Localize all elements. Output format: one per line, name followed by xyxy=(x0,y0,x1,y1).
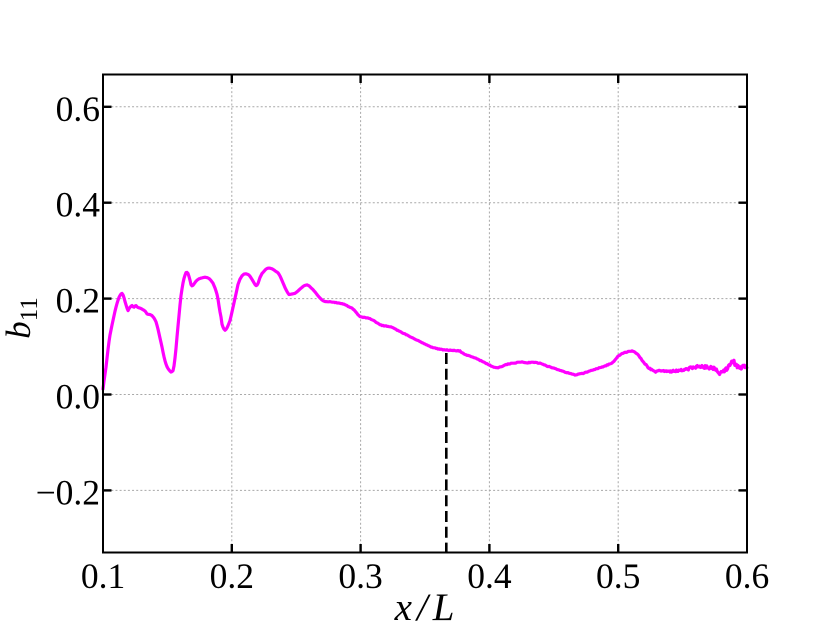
svg-text:0.3: 0.3 xyxy=(338,556,382,596)
svg-text:0.6: 0.6 xyxy=(56,89,100,129)
svg-text:0.4: 0.4 xyxy=(467,556,512,596)
svg-text:0.0: 0.0 xyxy=(56,377,100,417)
svg-text:0.4: 0.4 xyxy=(56,185,101,225)
svg-text:0.2: 0.2 xyxy=(56,281,100,321)
svg-text:0.2: 0.2 xyxy=(210,556,254,596)
svg-text:0.6: 0.6 xyxy=(725,556,769,596)
svg-text:0.1: 0.1 xyxy=(81,556,125,596)
svg-text:0.5: 0.5 xyxy=(596,556,640,596)
svg-text:x/L: x/L xyxy=(394,586,460,623)
svg-text:−0.2: −0.2 xyxy=(36,472,100,512)
